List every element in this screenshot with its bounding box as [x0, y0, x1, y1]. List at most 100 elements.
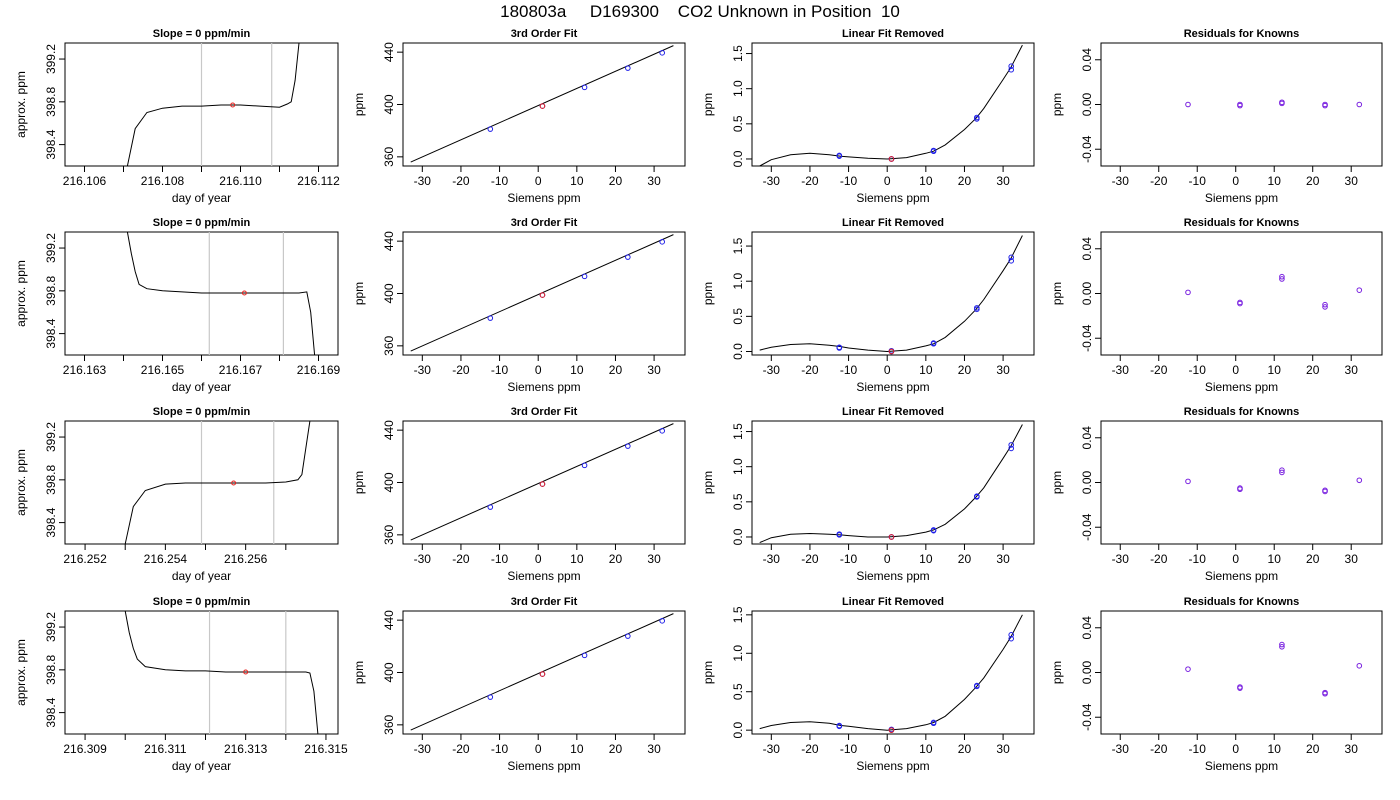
- panel-title: Residuals for Knowns: [1184, 596, 1300, 608]
- y-tick-label: 0.5: [731, 493, 745, 510]
- x-tick-label: -20: [1150, 552, 1168, 566]
- panel-3-1: Slope = 0 ppm/min 216.252 216.254 216.256 39…: [14, 406, 339, 583]
- x-tick-label: 216.167: [219, 363, 263, 377]
- plot-area: [410, 45, 674, 163]
- x-tick-label: 30: [996, 552, 1010, 566]
- y-tick-label: 400: [382, 94, 396, 114]
- x-tick-label: 20: [1306, 363, 1320, 377]
- unknown-point: [888, 727, 895, 733]
- x-tick-label: 10: [570, 742, 584, 756]
- plot-area: [410, 613, 674, 731]
- x-tick-label: 216.163: [63, 363, 107, 377]
- x-tick-label: -10: [840, 363, 858, 377]
- data-point: [930, 147, 937, 154]
- x-tick-label: -20: [801, 742, 819, 756]
- unknown-point: [888, 534, 895, 540]
- data-point: [1008, 63, 1015, 69]
- x-tick-label: 0: [884, 174, 891, 188]
- y-tick-label: 398.8: [44, 654, 58, 684]
- x-axis-label: Siemens ppm: [856, 380, 929, 394]
- x-tick-label: -20: [801, 552, 819, 566]
- x-tick-label: 0: [1232, 174, 1239, 188]
- panel-title: Linear Fit Removed: [842, 217, 944, 229]
- x-tick-label: 216.108: [141, 174, 185, 188]
- y-tick-label: 360: [382, 147, 396, 167]
- x-tick-label: -20: [452, 742, 470, 756]
- x-tick-label: 0: [535, 742, 542, 756]
- data-point: [1008, 632, 1015, 638]
- data-point: [487, 126, 494, 132]
- panel-4-2: 3rd Order Fit -30 -20 -10 0 10 20 30 360 400 440 Si…: [352, 596, 686, 773]
- x-tick-label: 216.112: [297, 174, 340, 188]
- x-tick-label: -30: [763, 742, 781, 756]
- x-axis-label: Siemens ppm: [1205, 380, 1278, 394]
- y-axis-label: ppm: [701, 282, 715, 305]
- panel-2-2: 3rd Order Fit -30 -20 -10 0 10 20 30 360 400 440 Si…: [352, 217, 686, 394]
- y-tick-label: 398.4: [44, 697, 58, 727]
- x-tick-label: 30: [1345, 552, 1359, 566]
- x-axis-label: Siemens ppm: [856, 191, 929, 205]
- x-tick-label: 30: [1345, 363, 1359, 377]
- x-tick-label: 20: [958, 363, 972, 377]
- x-tick-label: -30: [414, 742, 432, 756]
- unknown-point: [539, 292, 546, 298]
- plot-frame: [751, 231, 1035, 356]
- unknown-point: [888, 156, 895, 162]
- x-tick-label: 20: [958, 742, 972, 756]
- panel-title: Slope = 0 ppm/min: [153, 406, 251, 418]
- x-tick-label: -10: [840, 552, 858, 566]
- plot-area: [1185, 99, 1363, 109]
- data-point: [1279, 469, 1285, 476]
- panel-4-3: Linear Fit Removed -30 -20 -10 0 10 20 30 0.0 0.5…: [701, 596, 1035, 773]
- x-tick-label: 10: [570, 174, 584, 188]
- x-tick-label: -20: [1150, 174, 1168, 188]
- y-axis-label: ppm: [352, 282, 366, 305]
- data-point: [1356, 662, 1363, 669]
- x-axis-label: Siemens ppm: [507, 191, 580, 205]
- x-axis-label: day of year: [172, 380, 231, 394]
- x-tick-label: -30: [1112, 363, 1130, 377]
- x-tick-label: 20: [1306, 742, 1320, 756]
- y-tick-label: 0.04: [1080, 237, 1094, 261]
- x-tick-label: 10: [1268, 363, 1282, 377]
- x-tick-label: 0: [1232, 742, 1239, 756]
- x-tick-label: 20: [609, 742, 623, 756]
- x-tick-label: 30: [647, 742, 661, 756]
- data-point: [1237, 101, 1243, 108]
- x-tick-label: 10: [919, 552, 933, 566]
- y-tick-label: 0.0: [731, 528, 745, 545]
- data-point: [1356, 101, 1363, 108]
- data-point: [487, 504, 494, 510]
- y-tick-label: 399.2: [44, 233, 58, 263]
- x-tick-label: 216.313: [224, 742, 268, 756]
- panel-1-1: Slope = 0 ppm/min 216.106 216.108 216.110 21…: [14, 28, 340, 205]
- plot-frame: [751, 42, 1035, 167]
- unknown-point: [539, 481, 546, 487]
- data-point: [1008, 254, 1015, 261]
- y-axis-label: approx. ppm: [14, 449, 28, 516]
- panel-title: Residuals for Knowns: [1184, 217, 1300, 229]
- y-tick-label: 440: [382, 420, 396, 440]
- x-tick-label: -10: [491, 174, 509, 188]
- y-tick-label: 398.8: [44, 275, 58, 305]
- y-tick-label: -0.04: [1080, 135, 1094, 163]
- data-point: [659, 428, 666, 434]
- y-tick-label: 360: [382, 525, 396, 545]
- panel-2-3: Linear Fit Removed -30 -20 -10 0 10 20 30 0.0 0.5…: [701, 217, 1035, 394]
- data-point: [1279, 273, 1285, 280]
- data-point: [1185, 101, 1191, 108]
- y-tick-label: 0.04: [1080, 426, 1094, 450]
- x-axis-label: day of year: [172, 759, 231, 773]
- y-tick-label: 399.2: [44, 44, 58, 74]
- y-tick-label: 1.0: [731, 273, 745, 290]
- data-point: [659, 618, 666, 624]
- y-tick-label: 360: [382, 336, 396, 356]
- x-tick-label: 10: [570, 552, 584, 566]
- x-tick-label: -10: [1189, 363, 1207, 377]
- x-axis-label: Siemens ppm: [507, 759, 580, 773]
- x-tick-label: 0: [1232, 552, 1239, 566]
- y-axis-label: ppm: [1050, 282, 1064, 305]
- y-tick-label: 1.0: [731, 645, 745, 662]
- data-point: [1356, 287, 1363, 293]
